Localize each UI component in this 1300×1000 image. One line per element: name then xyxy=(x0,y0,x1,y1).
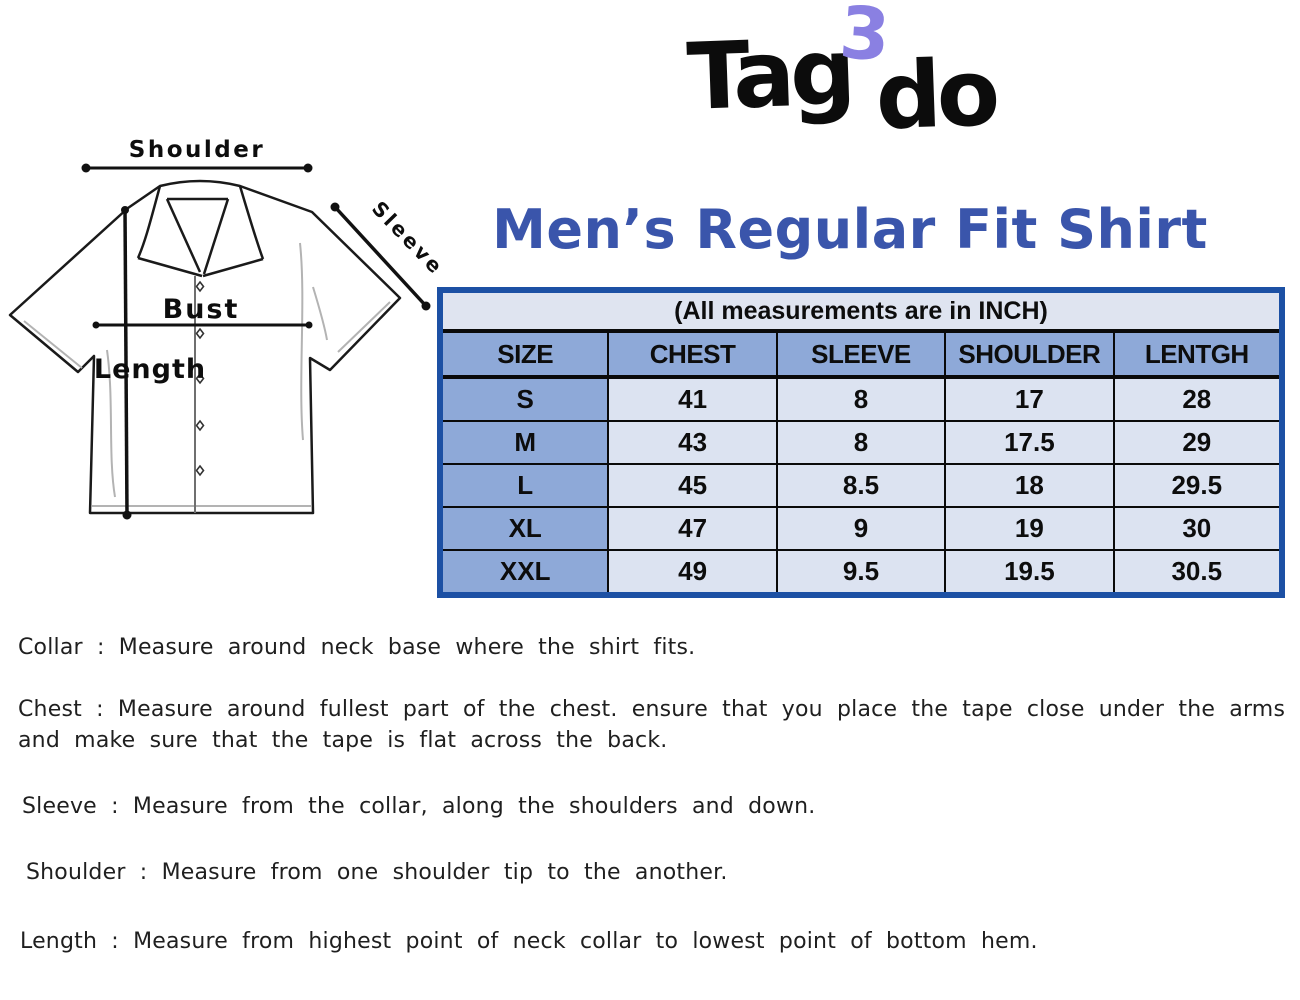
shirt-outline xyxy=(8,179,402,515)
size-cell: XL xyxy=(438,506,610,551)
brand-logo: Tag3do xyxy=(685,0,1031,189)
table-caption: (All measurements are in INCH) xyxy=(440,290,1282,333)
sleeve-cell: 8 xyxy=(775,420,947,465)
chest-cell: 47 xyxy=(607,506,778,551)
column-header-size: SIZE xyxy=(438,330,610,379)
size-cell: L xyxy=(438,463,610,508)
length-cell: 28 xyxy=(1112,376,1284,422)
chest-cell: 43 xyxy=(607,420,778,465)
length-cell: 29 xyxy=(1112,420,1284,465)
button-icons xyxy=(195,280,205,477)
sleeve-cell: 9.5 xyxy=(775,549,947,596)
shoulder-cell: 19.5 xyxy=(944,549,1115,596)
table-row-m: M 43 8 17.5 29 xyxy=(438,420,1284,465)
chest-cell: 49 xyxy=(607,549,778,596)
sleeve-cell: 8.5 xyxy=(775,463,947,508)
table-header-row: SIZE CHEST SLEEVE SHOULDER LENTGH xyxy=(438,330,1284,379)
chest-cell: 45 xyxy=(607,463,778,508)
instruction-length: Length : Measure from highest point of n… xyxy=(20,929,1038,954)
sleeve-cell: 9 xyxy=(775,506,947,551)
instruction-sleeve: Sleeve : Measure from the collar, along … xyxy=(22,794,816,819)
brand-logo-part2: do xyxy=(873,39,997,151)
size-table: (All measurements are in INCH) SIZE CHES… xyxy=(437,287,1285,598)
page-title: Men’s Regular Fit Shirt xyxy=(492,198,1208,261)
size-cell: S xyxy=(438,376,610,422)
shirt-measurement-diagram: Shoulder Sleeve Bust Length xyxy=(8,137,449,520)
column-header-shoulder: SHOULDER xyxy=(944,330,1115,379)
column-header-sleeve: SLEEVE xyxy=(775,330,947,379)
size-cell: M xyxy=(438,420,610,465)
column-header-chest: CHEST xyxy=(607,330,778,379)
collar-lines xyxy=(136,185,265,278)
instruction-collar: Collar : Measure around neck base where … xyxy=(18,635,696,660)
shoulder-cell: 19 xyxy=(944,506,1115,551)
table-caption-row: (All measurements are in INCH) xyxy=(440,290,1282,333)
length-cell: 30.5 xyxy=(1112,549,1284,596)
bust-label: Bust xyxy=(163,294,240,325)
sleeve-cell: 8 xyxy=(775,376,947,422)
length-cell: 29.5 xyxy=(1112,463,1284,508)
instruction-shoulder: Shoulder : Measure from one shoulder tip… xyxy=(26,860,728,885)
brand-logo-part1: Tag xyxy=(685,18,853,131)
column-header-length: LENTGH xyxy=(1112,330,1284,379)
instruction-chest: Chest : Measure around fullest part of t… xyxy=(18,697,1286,753)
length-label: Length xyxy=(94,354,206,385)
table-row-xxl: XXL 49 9.5 19.5 30.5 xyxy=(438,549,1284,596)
length-cell: 30 xyxy=(1112,506,1284,551)
measurement-lines xyxy=(81,163,431,520)
shoulder-label: Shoulder xyxy=(129,137,265,163)
shoulder-cell: 18 xyxy=(944,463,1115,508)
size-table-grid: (All measurements are in INCH) SIZE CHES… xyxy=(437,287,1285,598)
table-row-xl: XL 47 9 19 30 xyxy=(438,506,1284,551)
shoulder-cell: 17.5 xyxy=(944,420,1115,465)
shoulder-cell: 17 xyxy=(944,376,1115,422)
chest-cell: 41 xyxy=(607,376,778,422)
table-row-l: L 45 8.5 18 29.5 xyxy=(438,463,1284,508)
size-cell: XXL xyxy=(438,549,610,596)
table-row-s: S 41 8 17 28 xyxy=(438,376,1284,422)
